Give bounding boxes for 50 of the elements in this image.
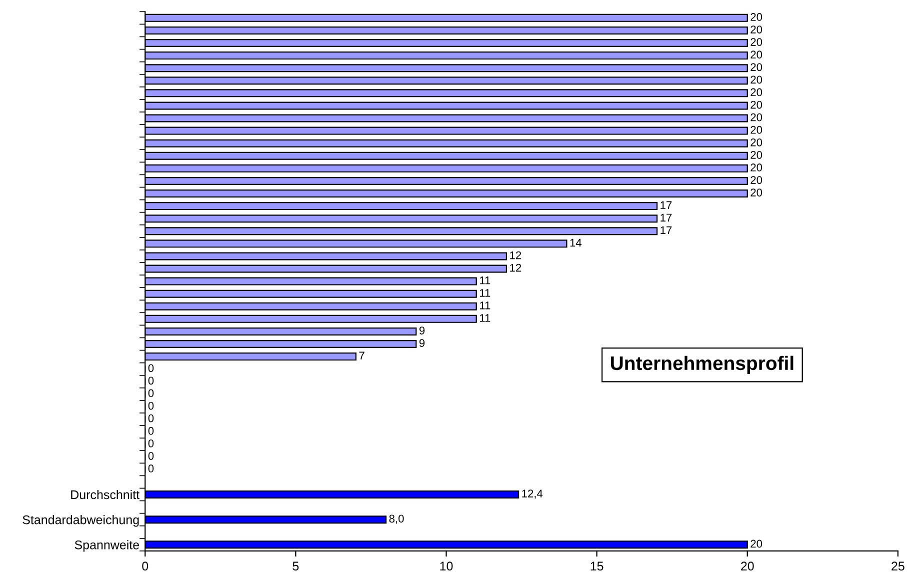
- data-label: 20: [750, 138, 762, 146]
- data-label: 20: [750, 113, 762, 122]
- x-tick-label: 10: [440, 562, 453, 571]
- data-label: 20: [750, 76, 762, 84]
- x-tick-label: 25: [892, 562, 904, 571]
- data-label: 20: [750, 38, 762, 46]
- data-label: 11: [480, 314, 490, 322]
- data-label: 0: [148, 376, 154, 385]
- y-tick-label: Standardabweichung: [22, 515, 139, 527]
- data-label: 9: [419, 326, 425, 334]
- data-label: 14: [570, 238, 582, 247]
- data-label: 0: [148, 414, 154, 422]
- data-label: 20: [750, 100, 762, 109]
- data-label: 8,0: [389, 514, 404, 524]
- data-label: 0: [148, 439, 154, 448]
- data-label: 20: [750, 13, 762, 21]
- data-label: 20: [750, 50, 762, 59]
- data-label: 17: [660, 201, 672, 209]
- data-label: 20: [750, 540, 762, 548]
- data-label: 20: [750, 126, 762, 134]
- data-label: 17: [660, 226, 672, 234]
- data-label: 20: [750, 188, 762, 196]
- x-tick-label: 20: [741, 562, 754, 571]
- x-tick-label: 5: [292, 562, 299, 571]
- data-label: 11: [480, 302, 490, 310]
- data-label: 0: [148, 452, 154, 460]
- data-label: 20: [750, 26, 762, 34]
- data-label: 20: [750, 63, 762, 72]
- data-label: 0: [148, 364, 154, 372]
- x-tick-label: 0: [142, 562, 148, 571]
- data-label: 0: [148, 389, 154, 398]
- data-label: 9: [419, 339, 425, 347]
- data-label: 12: [510, 264, 522, 272]
- y-tick-label: Durchschnitt: [71, 490, 140, 500]
- data-label: 20: [750, 164, 762, 172]
- data-label: 11: [480, 276, 490, 284]
- data-label: 0: [148, 464, 154, 472]
- x-tick-label: 15: [590, 562, 604, 571]
- data-label: 17: [660, 214, 672, 222]
- y-tick-label: Spannweite: [74, 540, 140, 552]
- data-label: 20: [750, 151, 762, 159]
- data-label: 7: [359, 352, 364, 360]
- text: Unternehmensprofil: [611, 356, 794, 374]
- data-label: 0: [148, 402, 154, 410]
- data-label: 20: [750, 88, 762, 96]
- data-label: 12,4: [522, 490, 543, 499]
- data-label: 0: [148, 426, 154, 435]
- data-label: 12: [510, 251, 522, 260]
- data-label: 20: [750, 176, 762, 184]
- data-label: 11: [480, 289, 490, 297]
